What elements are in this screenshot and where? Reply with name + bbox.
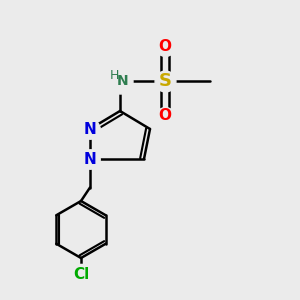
Text: H: H [109, 69, 119, 82]
Text: Cl: Cl [73, 267, 89, 282]
Text: N: N [117, 74, 128, 88]
Text: N: N [84, 122, 96, 136]
Text: O: O [158, 108, 172, 123]
Text: S: S [158, 72, 172, 90]
Text: N: N [84, 152, 96, 166]
Text: O: O [158, 39, 172, 54]
